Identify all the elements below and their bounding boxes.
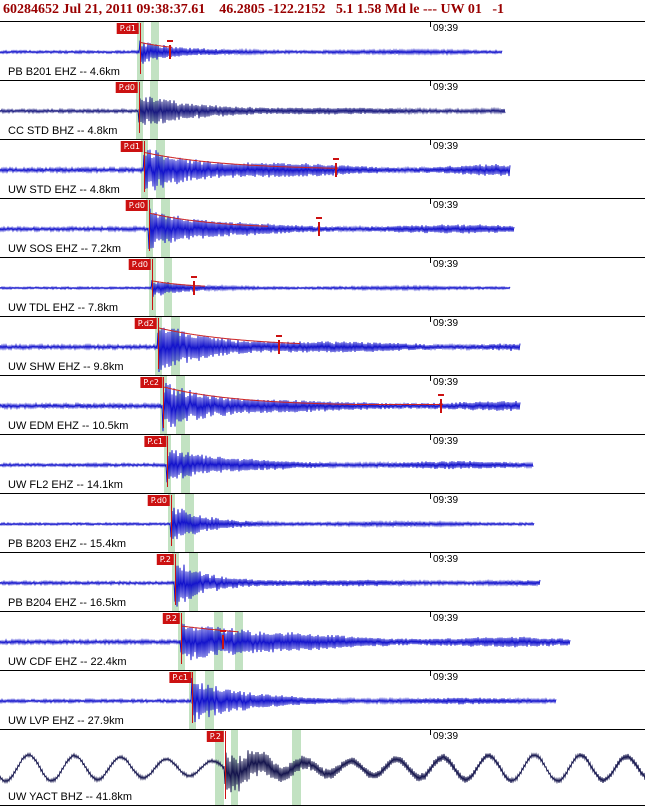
time-tick-icon	[430, 612, 431, 617]
time-tick-icon	[430, 494, 431, 499]
time-label: 09:39	[433, 259, 459, 270]
trace-row[interactable]: 09:39 P.c2 UW EDM EHZ -- 10.5km	[0, 376, 645, 435]
time-label: 09:39	[433, 495, 459, 506]
p-pick-flag[interactable]: P.d0	[115, 82, 138, 93]
trace-row[interactable]: 09:39 P.d2 UW SHW EHZ -- 9.8km	[0, 317, 645, 376]
time-label: 09:39	[433, 318, 459, 329]
time-label: 09:39	[433, 141, 459, 152]
p-pick-line	[158, 318, 159, 369]
p-pick-flag[interactable]: P.c1	[144, 436, 166, 447]
time-tick-icon	[430, 317, 431, 322]
p-pick-flag[interactable]: P.c2	[140, 377, 162, 388]
time-tick-icon	[430, 671, 431, 676]
station-label: PB B203 EHZ -- 15.4km	[6, 538, 128, 550]
time-label: 09:39	[433, 82, 459, 93]
time-tick-icon	[430, 376, 431, 381]
p-pick-line	[167, 436, 168, 487]
station-label: CC STD BHZ -- 4.8km	[6, 125, 120, 137]
station-label: UW TDL EHZ -- 7.8km	[6, 302, 121, 314]
p-pick-flag[interactable]: P.2	[206, 731, 224, 742]
event-header: 60284652 Jul 21, 2011 09:38:37.61 46.280…	[0, 0, 645, 22]
station-label: UW FL2 EHZ -- 14.1km	[6, 479, 125, 491]
p-pick-flag[interactable]: P.c1	[169, 672, 191, 683]
p-pick-flag[interactable]: P.d0	[125, 200, 148, 211]
p-pick-flag[interactable]: P.2	[162, 613, 180, 624]
time-label: 09:39	[433, 731, 459, 742]
station-label: UW CDF EHZ -- 22.4km	[6, 656, 129, 668]
trace-row[interactable]: 09:39 P.d1 UW STD EHZ -- 4.8km	[0, 140, 645, 199]
trace-row[interactable]: 09:39 P.2 UW YACT BHZ -- 41.8km	[0, 730, 645, 806]
time-tick-icon	[430, 81, 431, 86]
p-pick-flag[interactable]: P.d0	[147, 495, 170, 506]
p-pick-line	[171, 495, 172, 546]
time-label: 09:39	[433, 377, 459, 388]
trace-row[interactable]: 09:39 P.d0 UW TDL EHZ -- 7.8km	[0, 258, 645, 317]
trace-panels: 09:39 P.d1 PB B201 EHZ -- 4.6km 09:39 P.…	[0, 22, 645, 806]
station-label: PB B201 EHZ -- 4.6km	[6, 66, 122, 78]
trace-row[interactable]: 09:39 P.d0 UW SOS EHZ -- 7.2km	[0, 199, 645, 258]
time-label: 09:39	[433, 436, 459, 447]
time-tick-icon	[430, 140, 431, 145]
time-label: 09:39	[433, 613, 459, 624]
trace-row[interactable]: 09:39 P.c1 UW FL2 EHZ -- 14.1km	[0, 435, 645, 494]
p-pick-flag[interactable]: P.d1	[120, 141, 143, 152]
p-pick-line	[149, 200, 150, 251]
time-tick-icon	[430, 22, 431, 27]
p-pick-line	[175, 554, 176, 605]
p-pick-line	[140, 23, 141, 74]
p-pick-line	[144, 141, 145, 192]
time-tick-icon	[430, 730, 431, 735]
station-label: PB B204 EHZ -- 16.5km	[6, 597, 128, 609]
p-pick-line	[139, 82, 140, 133]
station-label: UW EDM EHZ -- 10.5km	[6, 420, 131, 432]
p-pick-flag[interactable]: P.2	[156, 554, 174, 565]
p-pick-flag[interactable]: P.d2	[134, 318, 157, 329]
p-pick-line	[163, 377, 164, 428]
time-tick-icon	[430, 199, 431, 204]
trace-row[interactable]: 09:39 P.2 PB B204 EHZ -- 16.5km	[0, 553, 645, 612]
time-label: 09:39	[433, 23, 459, 34]
p-pick-line	[181, 613, 182, 664]
p-pick-line	[225, 731, 226, 799]
station-label: UW LVP EHZ -- 27.9km	[6, 715, 126, 727]
time-label: 09:39	[433, 200, 459, 211]
p-pick-line	[192, 672, 193, 723]
time-label: 09:39	[433, 672, 459, 683]
trace-row[interactable]: 09:39 P.2 UW CDF EHZ -- 22.4km	[0, 612, 645, 671]
station-label: UW SHW EHZ -- 9.8km	[6, 361, 126, 373]
station-label: UW STD EHZ -- 4.8km	[6, 184, 122, 196]
time-tick-icon	[430, 258, 431, 263]
trace-row[interactable]: 09:39 P.c1 UW LVP EHZ -- 27.9km	[0, 671, 645, 730]
trace-row[interactable]: 09:39 P.d1 PB B201 EHZ -- 4.6km	[0, 22, 645, 81]
station-label: UW SOS EHZ -- 7.2km	[6, 243, 124, 255]
p-pick-flag[interactable]: P.d1	[116, 23, 139, 34]
trace-row[interactable]: 09:39 P.d0 CC STD BHZ -- 4.8km	[0, 81, 645, 140]
time-label: 09:39	[433, 554, 459, 565]
time-tick-icon	[430, 435, 431, 440]
p-pick-line	[152, 259, 153, 310]
p-pick-flag[interactable]: P.d0	[128, 259, 151, 270]
trace-row[interactable]: 09:39 P.d0 PB B203 EHZ -- 15.4km	[0, 494, 645, 553]
time-tick-icon	[430, 553, 431, 558]
waveform-plot	[0, 730, 645, 805]
station-label: UW YACT BHZ -- 41.8km	[6, 791, 135, 803]
